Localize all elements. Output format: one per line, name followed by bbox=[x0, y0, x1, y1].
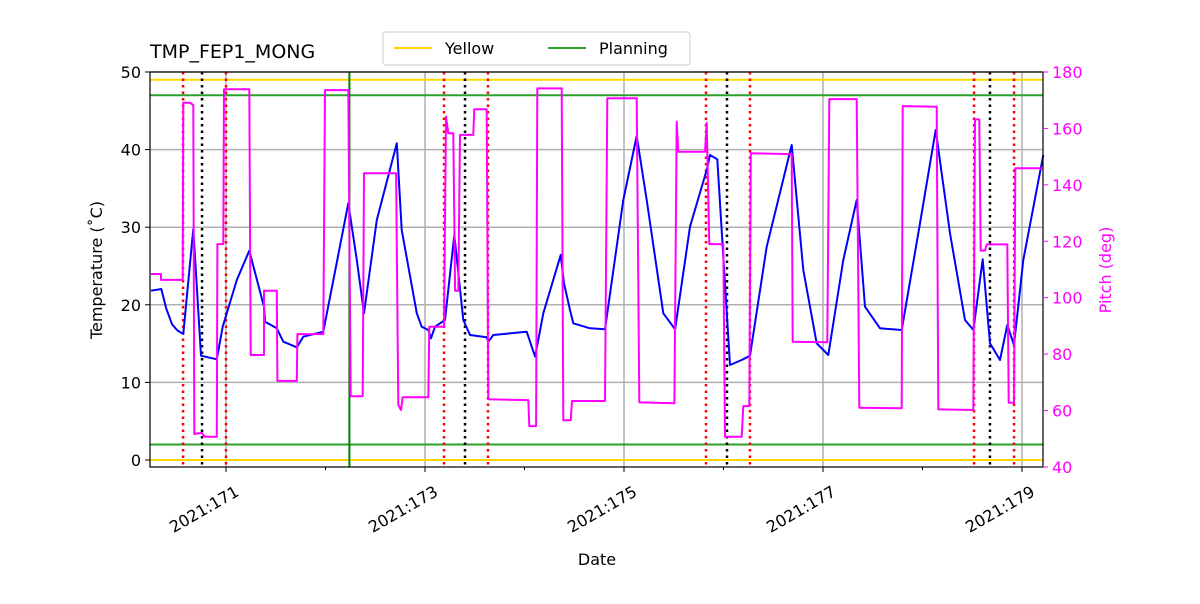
y-tick-label: 20 bbox=[121, 296, 141, 315]
y2-tick-label: 60 bbox=[1052, 402, 1072, 421]
x-tick-label: 2021:175 bbox=[564, 482, 640, 537]
y2-tick-label: 80 bbox=[1052, 345, 1072, 364]
y-tick-label: 50 bbox=[121, 63, 141, 82]
y2-tick-label: 180 bbox=[1052, 63, 1083, 82]
y2-tick-label: 140 bbox=[1052, 176, 1083, 195]
y2-tick-label: 40 bbox=[1052, 458, 1072, 477]
x-axis-label: Date bbox=[578, 550, 616, 569]
y2-tick-label: 120 bbox=[1052, 232, 1083, 251]
y-tick-label: 30 bbox=[121, 218, 141, 237]
legend-label-planning: Planning bbox=[599, 39, 668, 58]
legend-box bbox=[382, 31, 691, 66]
pitch-line bbox=[151, 87, 1044, 438]
x-tick-label: 2021:179 bbox=[962, 482, 1038, 537]
limit-lines bbox=[150, 78, 1043, 462]
legend: Yellow Planning bbox=[382, 31, 691, 66]
grid bbox=[150, 71, 1043, 467]
x-tick-label: 2021:177 bbox=[763, 482, 839, 537]
x-tick-label: 2021:171 bbox=[166, 482, 242, 537]
y-axis-label: Temperature (˚C) bbox=[87, 201, 106, 340]
plot-frame bbox=[149, 71, 1044, 468]
legend-label-yellow: Yellow bbox=[444, 39, 494, 58]
series-lines bbox=[150, 87, 1045, 438]
x-tick-label: 2021:173 bbox=[365, 482, 441, 537]
y-tick-label: 10 bbox=[121, 373, 141, 392]
y2-tick-label: 100 bbox=[1052, 289, 1083, 308]
y2-tick-label: 160 bbox=[1052, 119, 1083, 138]
y2-axis-label: Pitch (deg) bbox=[1096, 227, 1115, 314]
y-tick-label: 40 bbox=[121, 141, 141, 160]
chart-title: TMP_FEP1_MONG bbox=[149, 41, 315, 63]
temperature-line bbox=[150, 129, 1045, 366]
y-tick-label: 0 bbox=[131, 451, 141, 470]
